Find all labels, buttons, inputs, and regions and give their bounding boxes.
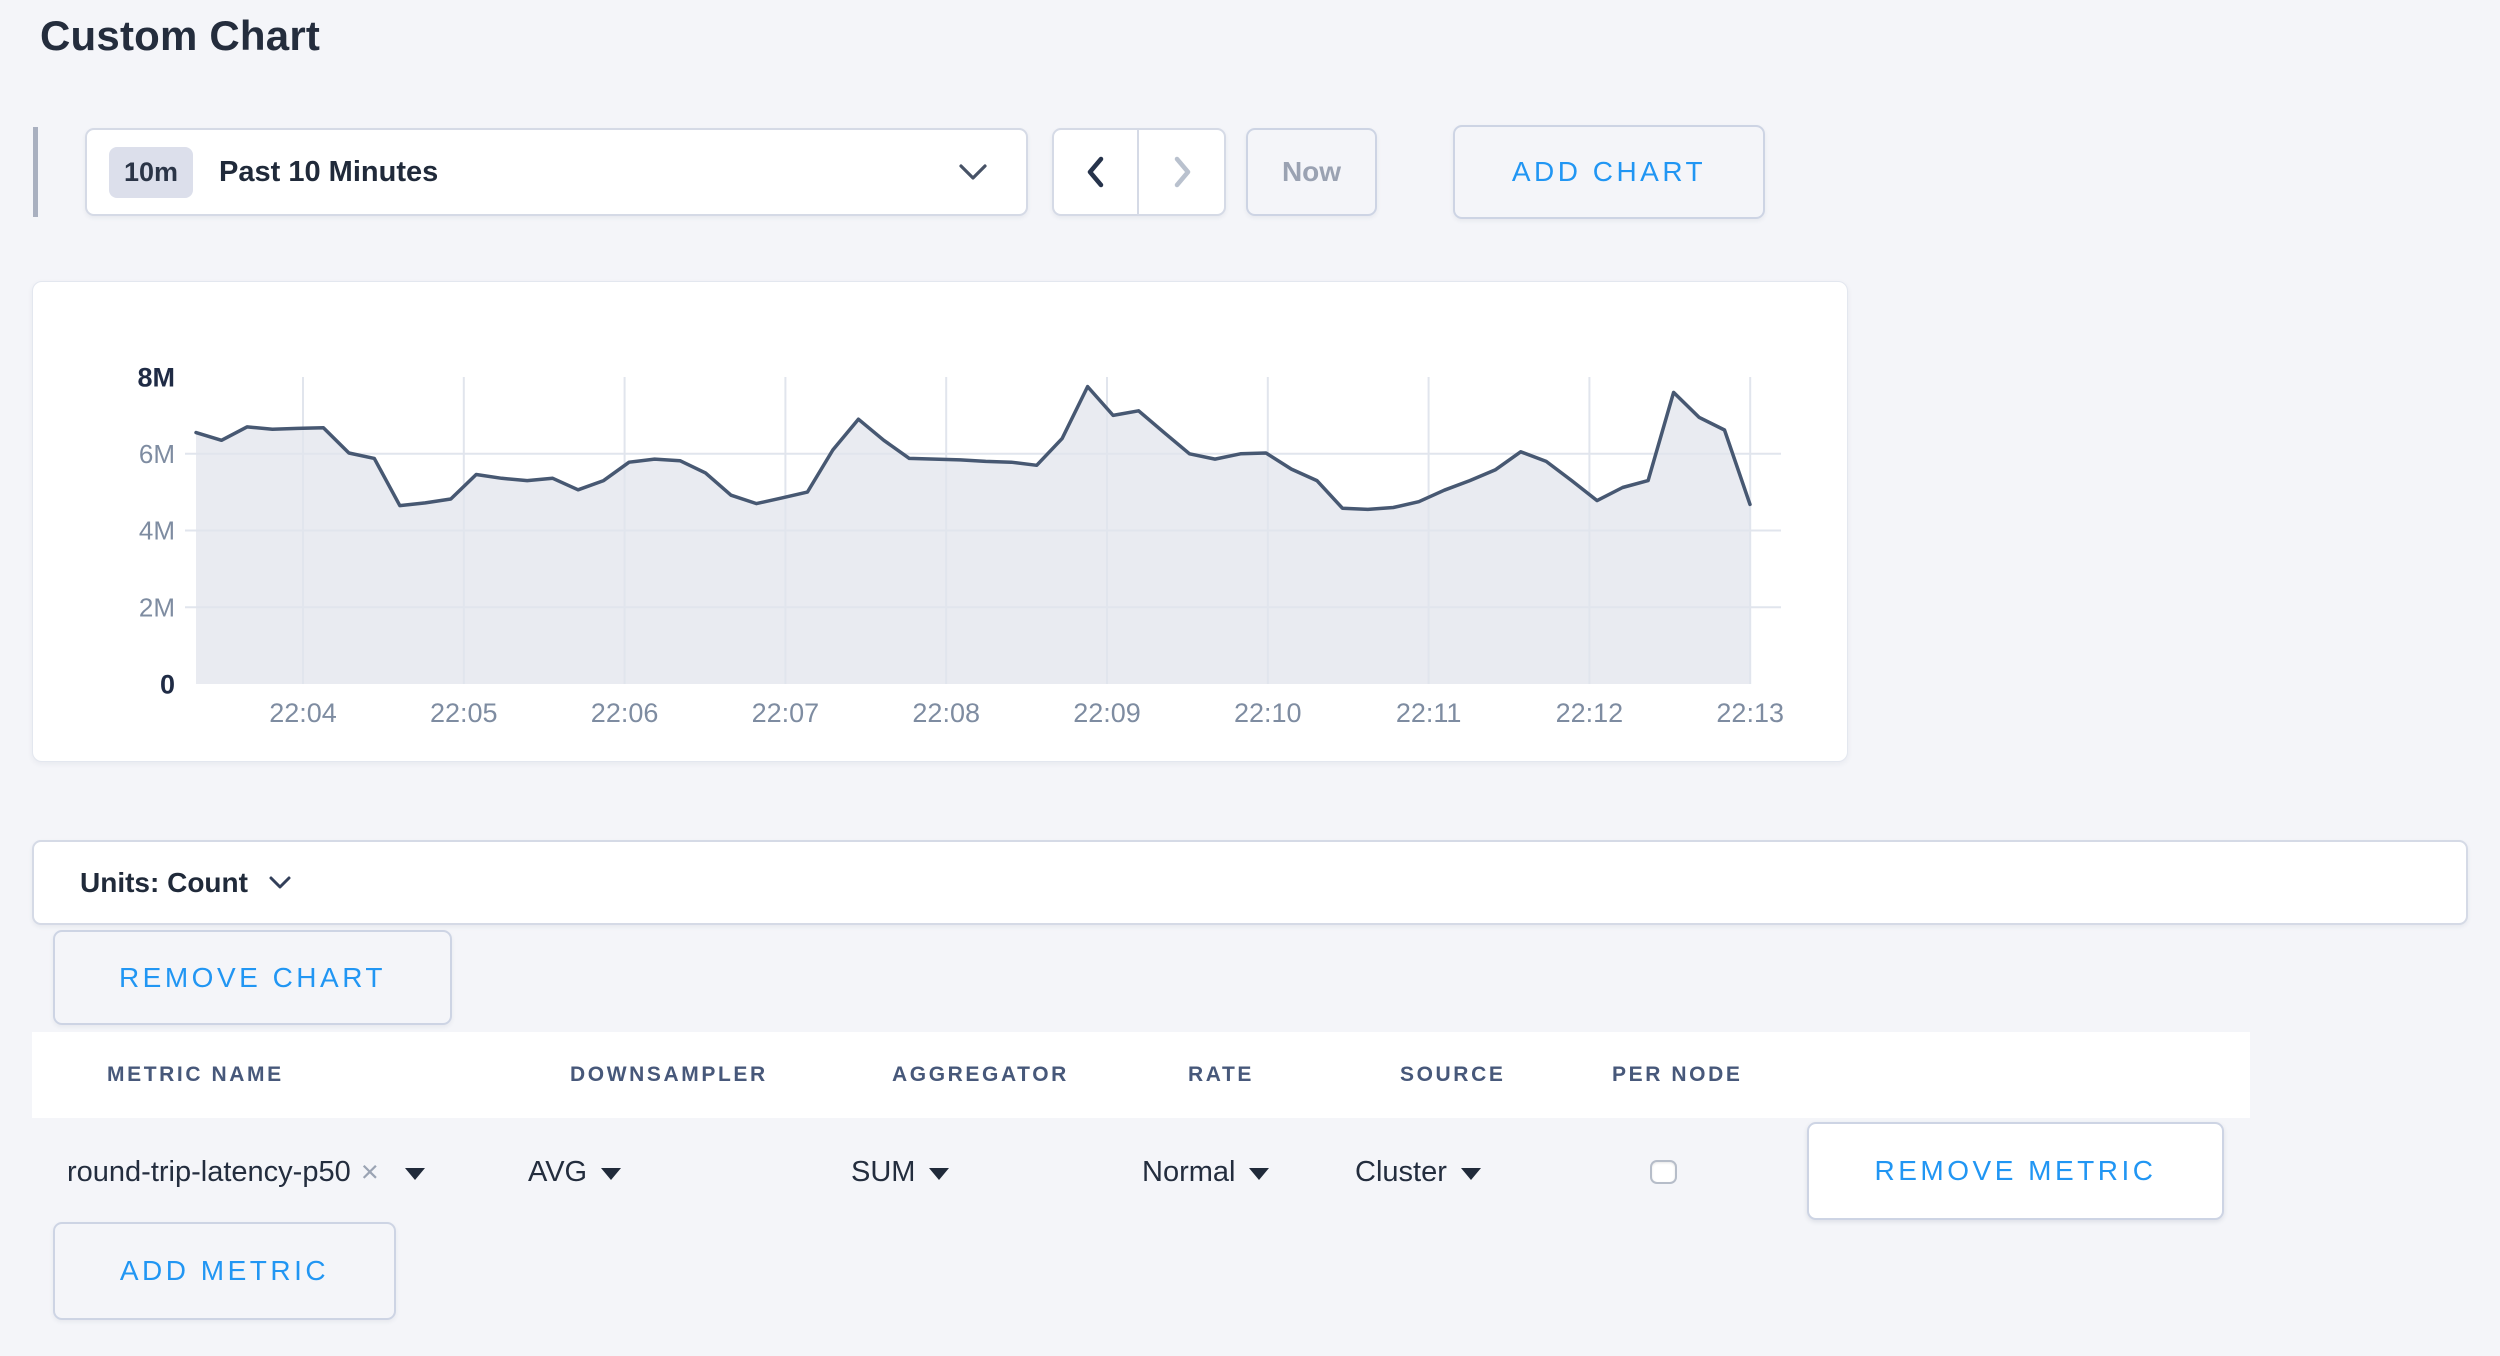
metric-name-value: round-trip-latency-p50 [67,1155,351,1188]
now-button[interactable]: Now [1246,128,1377,216]
prev-range-button[interactable] [1054,130,1139,214]
svg-text:22:11: 22:11 [1396,698,1462,728]
column-header-rate: RATE [1188,1063,1255,1086]
per-node-checkbox[interactable] [1650,1160,1677,1184]
source-value: Cluster [1355,1155,1447,1188]
page-title: Custom Chart [40,12,321,59]
clear-metric-icon[interactable]: × [360,1154,379,1189]
units-label: Units: Count [80,866,248,898]
source-dropdown[interactable]: Cluster [1355,1122,1481,1222]
svg-text:2M: 2M [139,592,175,622]
svg-text:22:08: 22:08 [912,698,980,728]
svg-text:8M: 8M [137,362,175,392]
svg-text:22:04: 22:04 [269,698,337,728]
time-pager [1052,128,1226,216]
aggregator-dropdown[interactable]: SUM [851,1122,950,1222]
downsampler-value: AVG [528,1155,588,1188]
caret-down-icon [404,1168,425,1180]
rate-value: Normal [1142,1155,1236,1188]
rate-dropdown[interactable]: Normal [1142,1122,1270,1222]
add-chart-button[interactable]: ADD CHART [1453,125,1765,219]
svg-text:22:07: 22:07 [752,698,820,728]
chart-svg: 0 2M 4M 6M 8M 22:04 22:05 22:06 22:07 22:08 22:09 2… [137,362,1784,728]
svg-text:22:13: 22:13 [1716,698,1784,728]
next-range-button[interactable] [1139,130,1224,214]
chevron-right-icon [1174,156,1190,188]
svg-text:22:06: 22:06 [591,698,659,728]
downsampler-dropdown[interactable]: AVG [528,1122,622,1222]
column-header-aggregator: AGGREGATOR [892,1063,1069,1086]
caret-down-icon [929,1168,950,1180]
column-header-metric-name: METRIC NAME [107,1063,284,1086]
column-header-downsampler: DOWNSAMPLER [570,1063,768,1086]
chart-card: 0 2M 4M 6M 8M 22:04 22:05 22:06 22:07 22:08 22:09 2… [32,281,1848,762]
svg-text:6M: 6M [139,439,175,469]
svg-text:22:05: 22:05 [430,698,498,728]
add-metric-button[interactable]: ADD METRIC [53,1222,396,1320]
svg-text:0: 0 [160,669,175,699]
metric-name-dropdown[interactable]: round-trip-latency-p50 × [67,1122,425,1222]
units-dropdown[interactable]: Units: Count [32,840,2468,925]
toolbar-accent-bar [33,127,38,217]
metric-row: round-trip-latency-p50 × AVG SUM Normal … [0,1122,2500,1222]
svg-text:22:09: 22:09 [1073,698,1141,728]
time-range-dropdown[interactable]: 10m Past 10 Minutes [85,128,1028,216]
remove-chart-button[interactable]: REMOVE CHART [53,930,452,1025]
svg-text:4M: 4M [139,516,175,546]
caret-down-icon [601,1168,622,1180]
column-header-source: SOURCE [1400,1063,1506,1086]
aggregator-value: SUM [851,1155,916,1188]
svg-text:22:10: 22:10 [1234,698,1302,728]
column-header-per-node: PER NODE [1612,1063,1743,1086]
chevron-down-icon [959,163,987,180]
caret-down-icon [1249,1168,1270,1180]
caret-down-icon [1460,1168,1481,1180]
remove-metric-button[interactable]: REMOVE METRIC [1807,1122,2224,1220]
time-range-badge: 10m [109,146,194,198]
metrics-table-header: METRIC NAME DOWNSAMPLER AGGREGATOR RATE … [32,1032,2250,1118]
time-range-label: Past 10 Minutes [219,155,439,188]
chevron-left-icon [1087,156,1103,188]
svg-text:22:12: 22:12 [1556,698,1624,728]
chevron-down-icon [269,876,291,888]
